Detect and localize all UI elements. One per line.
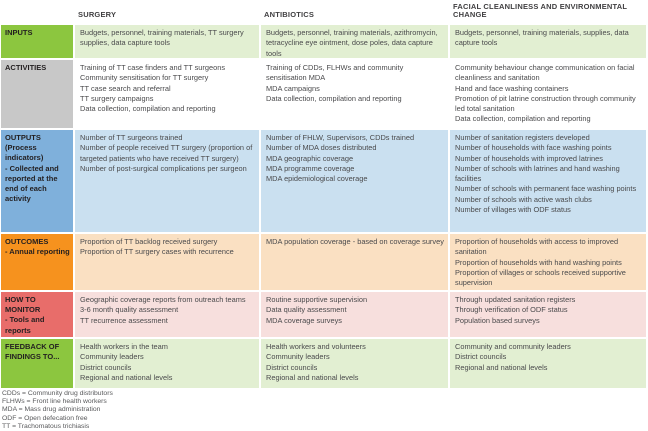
cell-outcomes-facial: Proportion of households with access to … bbox=[450, 234, 646, 290]
row-label-outcomes: OUTCOMES - Annual reporting bbox=[1, 234, 73, 290]
row-label-how-to-monitor: HOW TO MONITOR - Tools and reports bbox=[1, 292, 73, 337]
cell-outcomes-antibiotics: MDA population coverage - based on cover… bbox=[261, 234, 448, 290]
cell-activities-surgery: Training of TT case finders and TT surge… bbox=[75, 60, 259, 128]
cell-inputs-surgery: Budgets, personnel, training materials, … bbox=[75, 25, 259, 58]
cell-outputs-surgery: Number of TT surgeons trained Number of p… bbox=[75, 130, 259, 232]
row-label-activities: ACTIVITIES bbox=[1, 60, 73, 128]
footnote-tt: TT = Trachomatous trichiasis bbox=[2, 422, 90, 430]
column-header-facial-cleanliness: FACIAL CLEANLINESS AND ENVIRONMENTAL CHA… bbox=[450, 0, 646, 23]
footnote-odf: ODF = Open defecation free bbox=[2, 414, 88, 422]
cell-activities-facial: Community behaviour change communication… bbox=[450, 60, 646, 128]
row-label-feedback: FEEDBACK OF FINDINGS TO... bbox=[1, 339, 73, 388]
cell-monitor-surgery: Geographic coverage reports from outreac… bbox=[75, 292, 259, 337]
footnote-mda: MDA = Mass drug administration bbox=[2, 406, 101, 414]
cell-feedback-facial: Community and community leaders District … bbox=[450, 339, 646, 388]
cell-outcomes-surgery: Proportion of TT backlog received surger… bbox=[75, 234, 259, 290]
abbreviation-footnotes: CDDs = Community drug distributors FLHWs… bbox=[1, 390, 647, 431]
cell-activities-antibiotics: Training of CDDs, FLHWs and community se… bbox=[261, 60, 448, 128]
cell-feedback-surgery: Health workers in the team Community lead… bbox=[75, 339, 259, 388]
row-label-inputs: INPUTS bbox=[1, 25, 73, 58]
row-label-outputs: OUTPUTS (Process indicators) - Collected a… bbox=[1, 130, 73, 232]
cell-monitor-facial: Through updated sanitation registers Thro… bbox=[450, 292, 646, 337]
column-header-surgery: SURGERY bbox=[75, 0, 259, 23]
corner-cell bbox=[1, 0, 73, 23]
footnote-flhws: FLHWs = Front line health workers bbox=[2, 398, 107, 406]
cell-feedback-antibiotics: Health workers and volunteers Community l… bbox=[261, 339, 448, 388]
footnote-cdds: CDDs = Community drug distributors bbox=[2, 390, 113, 397]
cell-monitor-antibiotics: Routine supportive supervision Data quali… bbox=[261, 292, 448, 337]
monitoring-framework-table: SURGERY ANTIBIOTICS FACIAL CLEANLINESS A… bbox=[1, 0, 646, 388]
cell-inputs-antibiotics: Budgets, personnel, training materials, … bbox=[261, 25, 448, 58]
cell-outputs-facial: Number of sanitation registers developed… bbox=[450, 130, 646, 232]
cell-inputs-facial: Budgets, personnel, training materials, … bbox=[450, 25, 646, 58]
column-header-antibiotics: ANTIBIOTICS bbox=[261, 0, 448, 23]
cell-outputs-antibiotics: Number of FHLW, Supervisors, CDDs traine… bbox=[261, 130, 448, 232]
